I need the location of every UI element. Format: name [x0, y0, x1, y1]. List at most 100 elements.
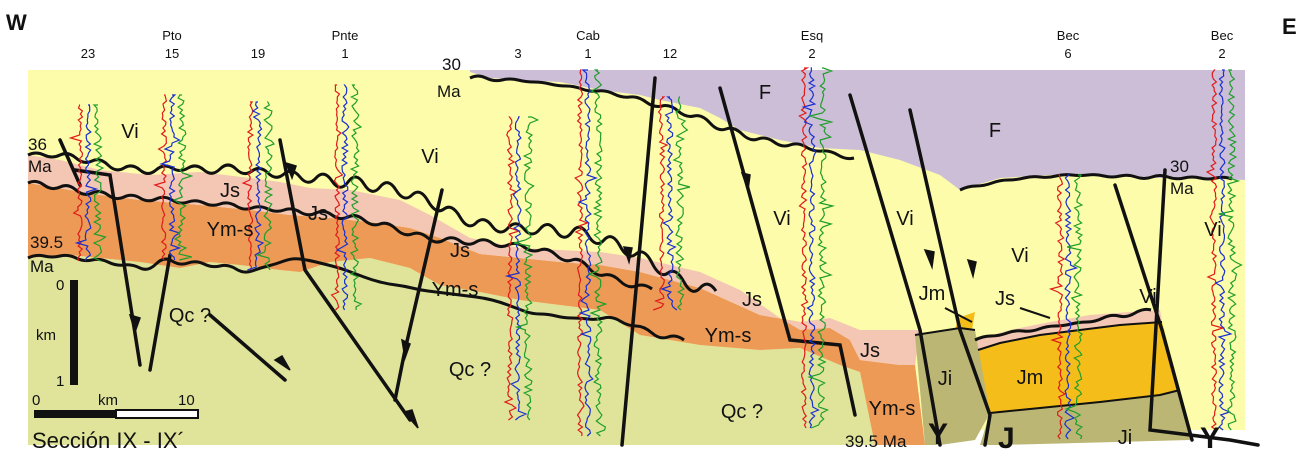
label-jm-1: Jm: [919, 283, 946, 305]
fault-8: [1113, 183, 1194, 442]
well-wcab-log-red: [574, 69, 590, 437]
label-js-5: Js: [860, 340, 880, 362]
well-w3-log-blue: [504, 116, 528, 421]
well-wpnte-log-red: [330, 84, 344, 311]
horizontal-scale-bar-white: [115, 409, 199, 419]
vertical-scale-unit: km: [36, 327, 56, 344]
well-wesq: [798, 67, 836, 429]
horizon-30ma-right: [959, 173, 1233, 192]
label-vi-6: Vi: [1204, 219, 1221, 241]
label-f-2: F: [989, 120, 1001, 142]
label-vi-3: Vi: [773, 208, 790, 230]
age-30-right: 30: [1170, 157, 1189, 176]
well-wbec2: [1205, 69, 1243, 431]
arrow-8: [923, 248, 935, 270]
label-vi-7: Vi: [1139, 286, 1156, 308]
label-ji-1: Ji: [938, 368, 952, 390]
label-ym-s-2: Ym-s: [432, 279, 479, 301]
well-w15-log-blue: [159, 94, 182, 261]
unit-f-area: [470, 70, 1245, 190]
unit-ji-right-area: [980, 390, 1190, 445]
horizontal-scale-start: 0: [32, 392, 40, 409]
well-number-w12: 12: [663, 46, 677, 61]
horizontal-scale-unit: km: [98, 392, 118, 409]
age-36-ma: Ma: [28, 157, 52, 176]
label-west: W: [6, 10, 27, 35]
label-vi-2: Vi: [421, 146, 438, 168]
arrow-9: [966, 258, 977, 279]
label-js-4: Js: [742, 289, 762, 311]
well-w12: [652, 96, 691, 311]
well-name-wcab: Cab: [576, 28, 600, 43]
well-wcab: [574, 69, 608, 437]
well-w23-log-green: [92, 104, 107, 262]
well-number-wesq: 2: [808, 46, 815, 61]
well-name-wesq: Esq: [801, 28, 823, 43]
well-w15-log-green: [172, 94, 194, 261]
horizontal-scale-bar-black: [34, 410, 116, 418]
horizon-30ma-top: [469, 74, 855, 161]
age-30-top-ma: Ma: [437, 82, 461, 101]
well-wesq-log-blue: [801, 67, 820, 429]
well-wbec6-log-green: [1064, 174, 1084, 440]
arrow-6: [622, 246, 633, 265]
unit-ym-s-area: [28, 183, 925, 445]
fault-9: [1148, 168, 1260, 447]
arrow-3: [273, 354, 291, 371]
age-39-5-bottom: 39.5 Ma: [845, 432, 907, 451]
label-f-1: F: [759, 82, 771, 104]
label-js-1: Js: [220, 180, 240, 202]
label-js-3: Js: [450, 240, 470, 262]
well-w19-log-green: [255, 101, 276, 271]
well-number-w19: 19: [251, 46, 265, 61]
label-vi-4: Vi: [896, 208, 913, 230]
horizon-js-top-right: [974, 307, 1152, 342]
age-39-5-left-ma: Ma: [30, 257, 54, 276]
label-js-2: Js: [308, 203, 328, 225]
contact-js-jm: [977, 321, 1163, 351]
label-ym-s-3: Ym-s: [705, 325, 752, 347]
well-number-wcab: 1: [584, 46, 591, 61]
well-wbec6-log-red: [1048, 174, 1067, 440]
structure-y-2: Y: [1200, 422, 1220, 455]
section-title: Sección IX - IX´: [32, 428, 185, 453]
well-labels: 23 Pto 15 19 Pnte 1 3 Cab 1 12 Esq 2 Bec 6 Bec 2: [81, 28, 1234, 61]
well-wesq-log-green: [807, 67, 836, 429]
label-qc-2: Qc ?: [449, 359, 491, 381]
well-wesq-log-red: [798, 67, 810, 429]
label-vi-5: Vi: [1011, 245, 1028, 267]
structure-j: J: [998, 422, 1015, 455]
well-wbec6-log-blue: [1063, 174, 1079, 440]
well-w12-log-blue: [660, 96, 678, 311]
label-east: E: [1282, 14, 1297, 39]
arrow-2: [128, 313, 141, 335]
horizon-39-5ma: [27, 253, 685, 342]
fault-2: [278, 138, 412, 422]
fault-left: [148, 253, 172, 372]
well-wbec2-log-green: [1218, 69, 1243, 431]
well-w12-log-green: [672, 96, 691, 311]
well-w15: [153, 94, 194, 261]
well-wcab-log-blue: [577, 69, 598, 437]
label-ym-s-1: Ym-s: [207, 219, 254, 241]
well-logs: [68, 67, 1243, 440]
horizon-36ma: [27, 151, 718, 293]
fault-small-1: [58, 138, 82, 187]
fault-10: [208, 313, 287, 382]
well-wpnte-log-blue: [335, 84, 350, 311]
well-number-w15: 15: [165, 46, 179, 61]
well-w23-log-red: [68, 104, 84, 262]
label-qc-1: Qc ?: [169, 305, 211, 327]
well-number-wpnte: 1: [341, 46, 348, 61]
arrow-4: [401, 338, 411, 361]
well-w19-log-blue: [247, 101, 265, 271]
arrow-1: [284, 161, 297, 181]
well-number-wbec6: 6: [1064, 46, 1071, 61]
well-w23: [68, 104, 107, 262]
well-wcab-log-green: [587, 69, 608, 437]
well-wbec2-log-blue: [1214, 69, 1233, 431]
vertical-scale-top: 0: [56, 277, 64, 294]
horizontal-scale-end: 10: [178, 392, 195, 409]
contact-jm-ji: [989, 389, 1181, 414]
